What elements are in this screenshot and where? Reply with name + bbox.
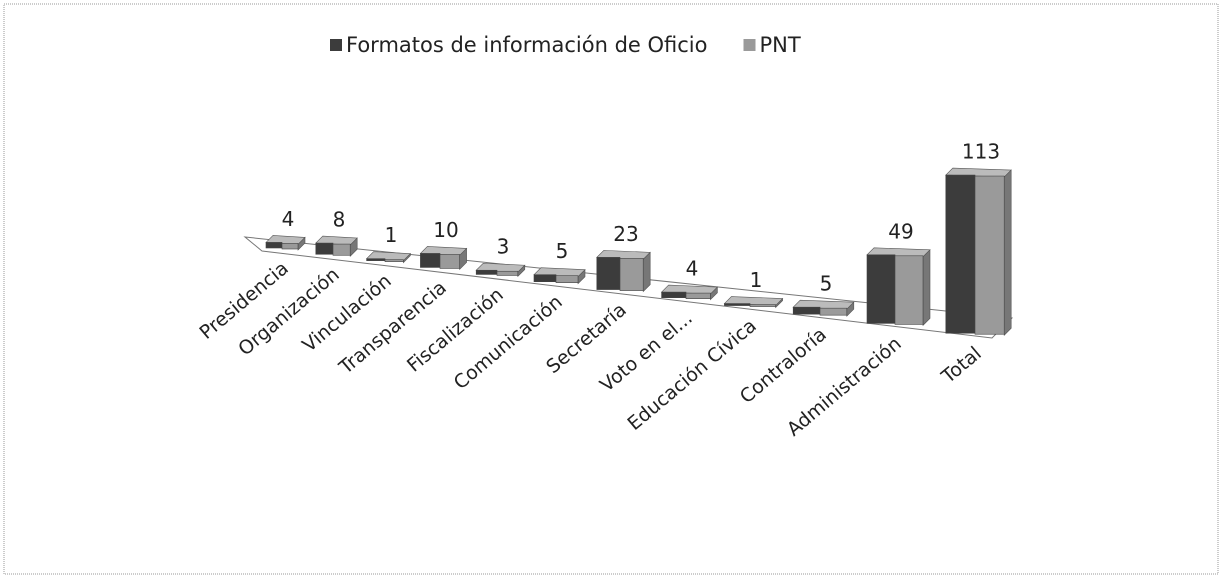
data-label: 23 <box>613 222 638 246</box>
bar <box>475 269 498 275</box>
legend-label: PNT <box>760 33 801 57</box>
data-label: 113 <box>962 140 1000 164</box>
bar <box>332 243 351 256</box>
bar <box>792 306 821 315</box>
bar <box>894 255 924 325</box>
bar <box>366 258 386 261</box>
bar-side <box>403 252 411 264</box>
data-label: 4 <box>686 257 699 281</box>
bar <box>661 291 687 298</box>
legend-label: Formatos de información de Oficio <box>346 33 708 57</box>
bar <box>819 307 848 316</box>
bar <box>555 275 579 284</box>
data-label: 5 <box>820 272 833 296</box>
bar <box>533 274 557 283</box>
bar <box>281 243 299 250</box>
bar <box>496 270 519 276</box>
data-label: 1 <box>750 268 763 292</box>
bar <box>265 242 283 249</box>
bar <box>945 174 976 334</box>
bar <box>685 292 711 299</box>
data-label: 10 <box>433 218 458 242</box>
data-label: 49 <box>888 219 913 243</box>
bar <box>315 242 334 255</box>
legend-swatch <box>330 39 342 51</box>
bar-side <box>922 249 931 327</box>
bar <box>384 259 404 262</box>
data-label: 1 <box>385 223 398 247</box>
data-label: 8 <box>333 208 346 232</box>
bar <box>749 304 776 307</box>
bar <box>439 254 460 269</box>
bar <box>974 175 1005 335</box>
bar <box>866 254 896 324</box>
bar <box>596 257 621 290</box>
data-label: 3 <box>497 235 510 259</box>
bar-side <box>1003 169 1012 336</box>
data-label: 4 <box>282 207 295 231</box>
bar-side <box>642 251 651 293</box>
bar <box>420 253 441 268</box>
bar <box>619 258 644 291</box>
bar-side <box>775 297 783 309</box>
data-label: 5 <box>556 239 569 263</box>
legend-swatch <box>743 39 756 51</box>
bar <box>724 303 751 306</box>
